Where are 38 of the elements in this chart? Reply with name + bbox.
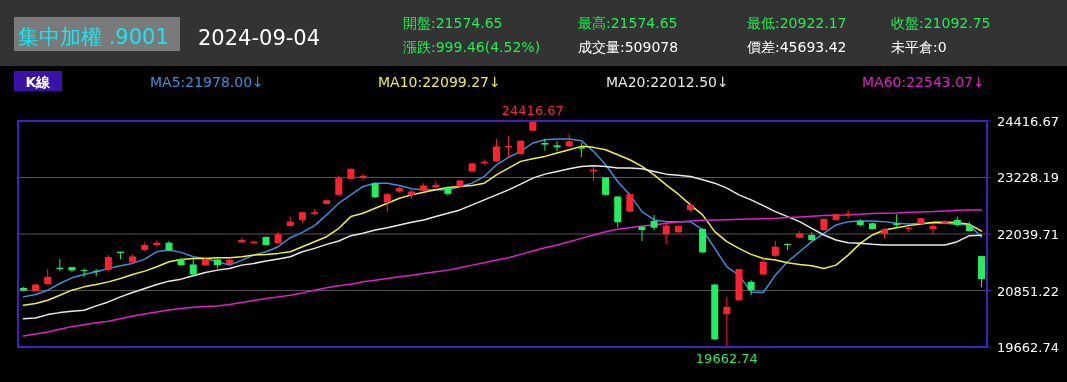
candlestick xyxy=(335,175,343,197)
text: MA60:22543.07↓ xyxy=(862,74,985,90)
y-tick-label: 19662.74 xyxy=(997,340,1060,355)
candlestick xyxy=(929,223,937,235)
text: 開盤:21574.65 xyxy=(403,15,503,31)
y-tick-label: 22039.71 xyxy=(997,227,1060,242)
text: 成交量:509078 xyxy=(578,39,679,55)
text: 漲跌:999.46(4.52%) xyxy=(403,39,541,55)
candlestick xyxy=(541,138,549,152)
chart-subtitle: 2024-09-04 xyxy=(198,26,321,50)
text: K線 xyxy=(25,74,52,90)
text: 價差:45693.42 xyxy=(747,39,847,55)
y-tick-label: 20851.22 xyxy=(997,283,1060,299)
text: MA10:22099.27↓ xyxy=(378,74,501,90)
candlestick xyxy=(662,222,670,245)
chart-title: 集中加權 .9001 xyxy=(18,25,169,49)
candlestick xyxy=(553,140,561,152)
text: MA5:21978.00↓ xyxy=(150,74,264,90)
candlestick xyxy=(650,214,658,231)
text: 未平倉:0 xyxy=(891,39,947,55)
line-series xyxy=(22,165,983,320)
annotation: 19662.74 xyxy=(695,351,758,366)
y-tick-label: 23228.19 xyxy=(997,170,1060,186)
candlestick xyxy=(723,296,731,348)
candlestick xyxy=(699,227,707,254)
candlestick xyxy=(492,138,500,163)
text: 收盤:21092.75 xyxy=(891,15,991,31)
text: 最高:21574.65 xyxy=(578,15,678,31)
y-tick-label: 24416.67 xyxy=(997,114,1060,129)
candlestick xyxy=(383,192,391,213)
line-series xyxy=(22,209,983,337)
annotation: 24416.67 xyxy=(501,103,564,118)
candlestick xyxy=(759,256,767,276)
candlestick xyxy=(747,279,755,296)
text: 最低:20922.17 xyxy=(747,15,847,31)
candlestick xyxy=(80,267,88,278)
candlestick xyxy=(893,213,901,229)
text: MA20:22012.50↓ xyxy=(606,74,729,90)
